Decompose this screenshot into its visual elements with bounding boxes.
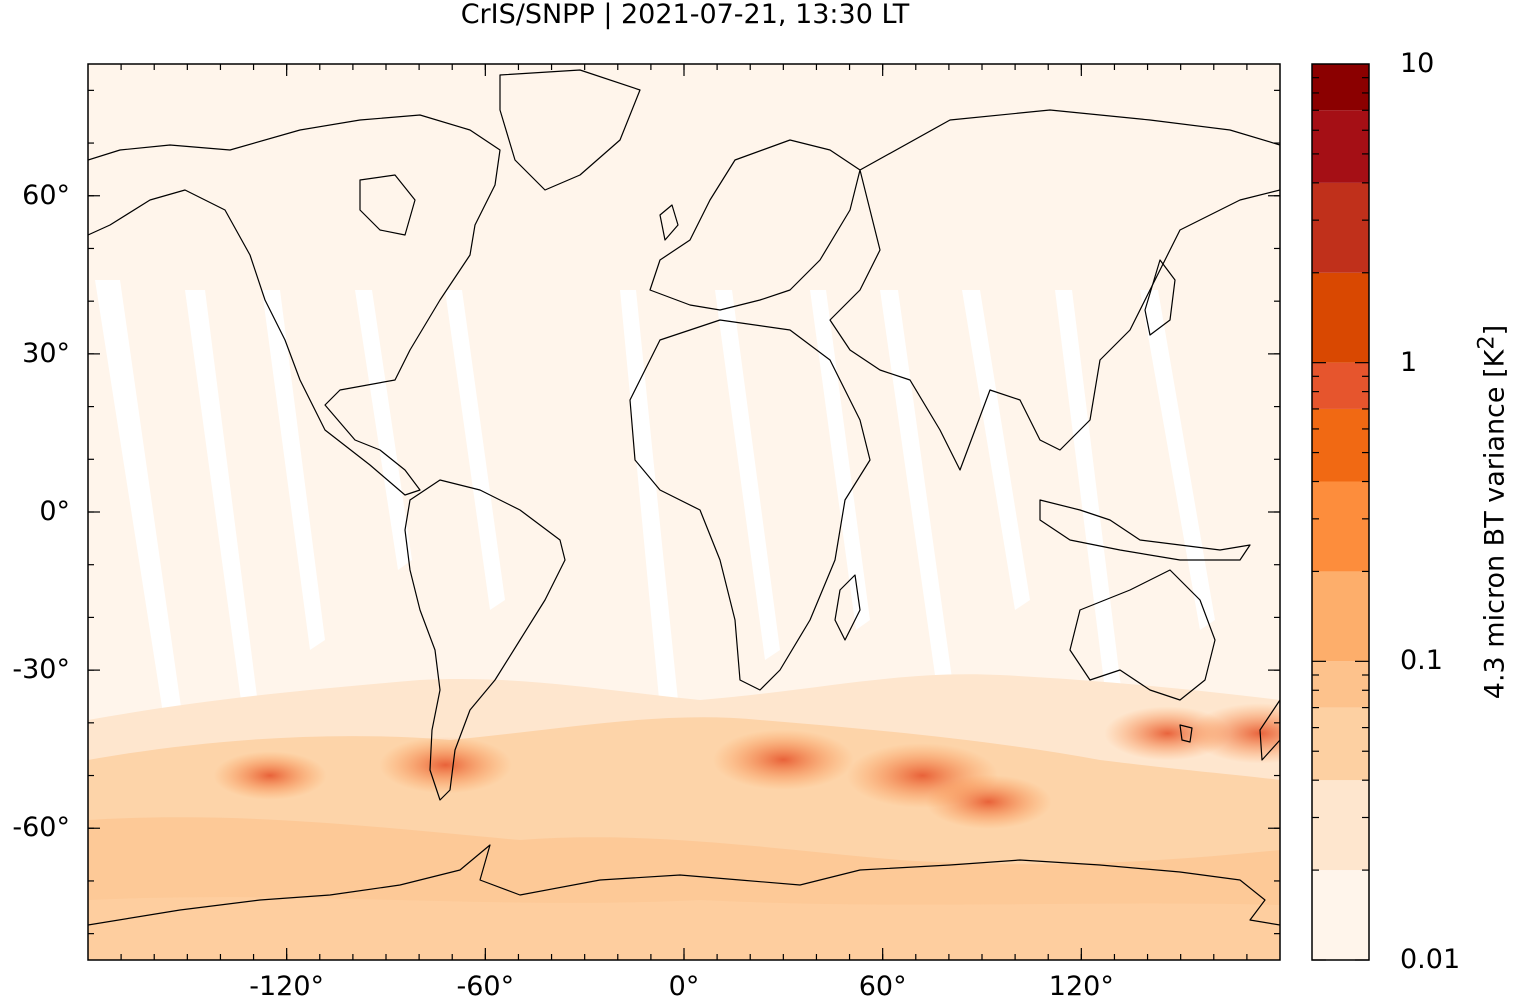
y-tick-label: 0° xyxy=(39,496,70,527)
coast-japan xyxy=(1144,259,1176,336)
colorbar-tick-label: 0.1 xyxy=(1400,645,1443,677)
y-tick-label: 60° xyxy=(22,179,70,211)
hotspot-layer xyxy=(213,703,1280,829)
colorbar-ticks xyxy=(1312,77,1369,961)
hotspot xyxy=(379,736,512,794)
hotspot xyxy=(213,751,327,800)
colorbar-title: 4.3 micron BT variance [K2] xyxy=(1473,324,1511,700)
x-tick-label: 60° xyxy=(858,971,907,1002)
coast-new-zealand xyxy=(1259,699,1280,761)
coast-asia xyxy=(829,109,1280,471)
x-tick-label: -60° xyxy=(456,971,515,1002)
colorbar-tick-label: 1 xyxy=(1400,346,1418,378)
colorbar-segment xyxy=(1312,571,1369,662)
y-tick-label: 30° xyxy=(22,337,70,369)
colorbar-segment xyxy=(1312,272,1369,363)
map-title: CrIS/SNPP | 2021-07-21, 13:30 LT xyxy=(460,0,910,30)
colorbar-frame xyxy=(1311,63,1370,961)
colorbar-tick-label: 0.01 xyxy=(1400,944,1461,975)
colorbar-segment xyxy=(1312,481,1369,572)
colorbar-segment xyxy=(1312,182,1369,273)
colorbar-tick-label: 10 xyxy=(1400,48,1435,79)
coast-indonesia xyxy=(1039,499,1251,561)
colorbar-segments xyxy=(1312,64,1369,960)
coast-madagascar xyxy=(834,574,861,641)
coast-uk xyxy=(659,204,679,241)
variance-band xyxy=(88,674,1280,960)
coast-australia xyxy=(1069,569,1216,701)
coast-north-america xyxy=(88,114,501,496)
coast-tasmania xyxy=(1179,724,1193,743)
y-tick-label: -60° xyxy=(12,812,70,844)
colorbar-segment xyxy=(1312,870,1369,960)
map-ticks xyxy=(88,64,1280,960)
hotspot xyxy=(925,774,1052,829)
orbit-gaps xyxy=(95,280,1215,790)
x-tick-label: 0° xyxy=(668,971,700,1002)
coast-africa xyxy=(629,319,871,691)
coast-antarctica xyxy=(88,844,1280,926)
colorbar-segment xyxy=(1312,110,1369,183)
colorbar-segment xyxy=(1312,661,1369,708)
colorbar-segment xyxy=(1312,362,1369,409)
coastlines xyxy=(88,69,1280,926)
x-tick-label: 120° xyxy=(1048,971,1114,1002)
colorbar-segment xyxy=(1312,780,1369,871)
colorbar-segment xyxy=(1312,707,1369,781)
hotspot xyxy=(712,729,854,790)
x-tick-label: -120° xyxy=(249,971,325,1002)
colorbar-segment xyxy=(1312,64,1369,111)
y-tick-label: -30° xyxy=(12,654,70,686)
coast-south-america xyxy=(404,479,566,801)
hotspot xyxy=(1189,703,1280,764)
coast-hudson-bay xyxy=(359,174,416,236)
coast-greenland xyxy=(499,69,641,191)
colorbar-segment xyxy=(1312,408,1369,482)
